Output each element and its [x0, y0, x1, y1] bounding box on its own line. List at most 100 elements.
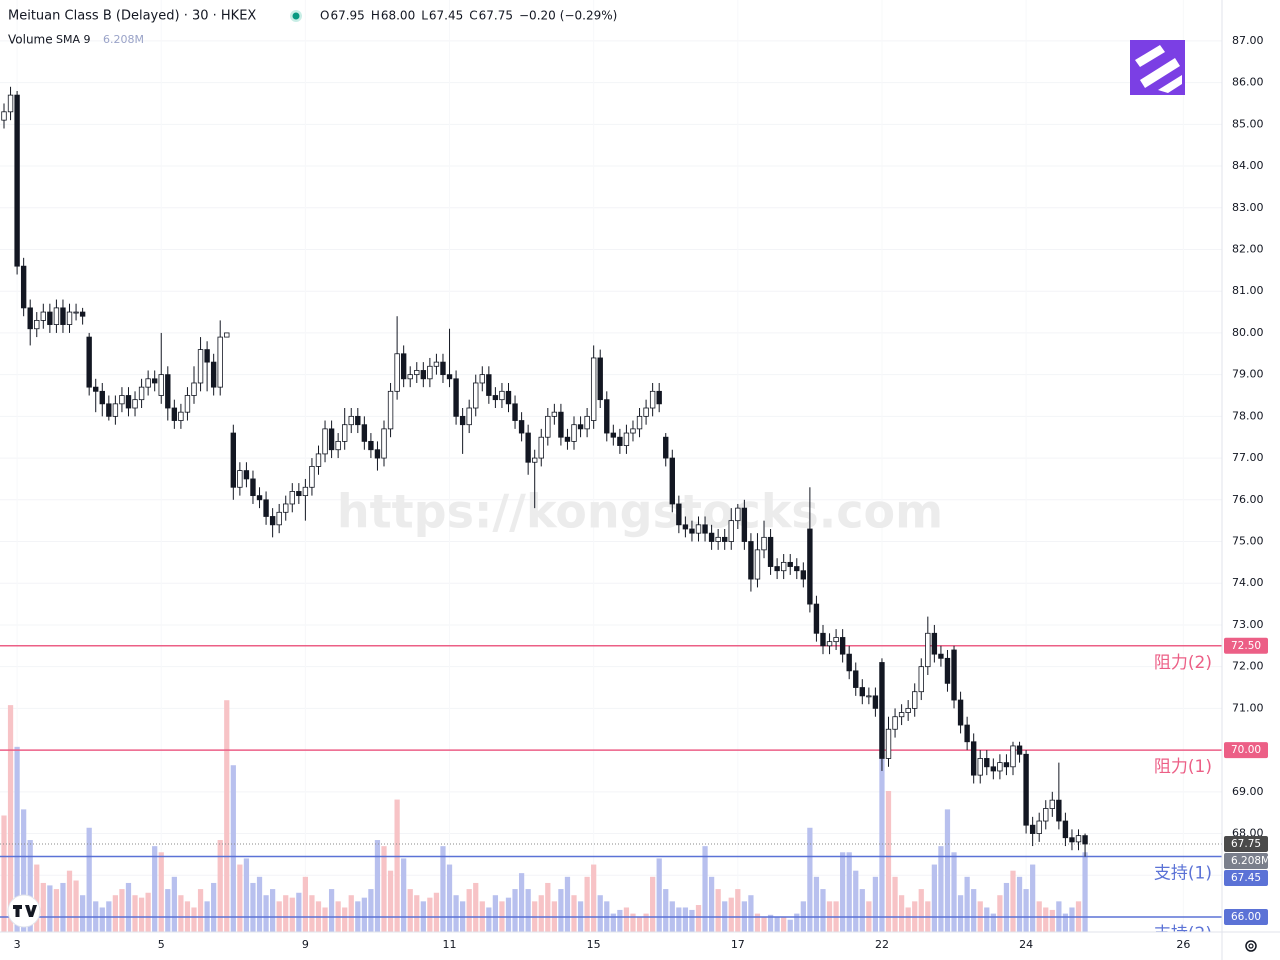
- volume-bar: [7, 705, 14, 932]
- volume-bar: [191, 907, 197, 932]
- volume-bar: [158, 852, 164, 932]
- candle-body: [230, 432, 237, 488]
- candle-body: [1010, 745, 1016, 768]
- candle-body: [695, 524, 702, 534]
- candle-body: [237, 470, 243, 488]
- price-tag: [1224, 852, 1268, 869]
- volume-bar: [27, 840, 33, 932]
- volume-bar: [767, 914, 774, 932]
- y-tick-label: 86.00: [1232, 76, 1264, 89]
- y-tick-label: 73.00: [1232, 618, 1264, 631]
- candle-body: [722, 536, 728, 542]
- candle-body: [145, 378, 151, 388]
- volume-bar: [584, 876, 590, 932]
- volume-bar: [695, 905, 702, 932]
- volume-bar: [1062, 913, 1069, 932]
- volume-bar: [328, 889, 335, 932]
- candle-body: [479, 374, 485, 384]
- time-axis-bg: [0, 932, 1280, 960]
- candle-body: [532, 457, 538, 463]
- volume-bar: [453, 895, 459, 932]
- volume-bar: [636, 917, 643, 932]
- price-tag: [1224, 835, 1268, 852]
- x-tick-label: 24: [1019, 938, 1033, 951]
- volume-bar: [735, 889, 741, 932]
- candle-body: [1016, 745, 1023, 755]
- price-tag-label: 67.75: [1231, 838, 1261, 850]
- volume-bar: [1010, 870, 1016, 932]
- volume-bar: [525, 889, 531, 932]
- price-tag: [1224, 742, 1268, 759]
- candle-body: [623, 432, 630, 446]
- volume-bar: [86, 827, 92, 932]
- volume-bar: [14, 746, 20, 932]
- candle-body: [1069, 837, 1075, 843]
- candle-body: [210, 361, 217, 388]
- volume-bar: [944, 809, 951, 932]
- volume-bar: [283, 895, 289, 932]
- volume-bar: [66, 870, 73, 932]
- candle-body: [617, 436, 623, 446]
- volume-bar: [197, 889, 204, 932]
- volume-sma-value: 6.208M: [103, 33, 144, 46]
- candle-body: [774, 566, 780, 572]
- volume-bar: [957, 895, 964, 932]
- candle-body: [558, 411, 564, 438]
- candle-body: [368, 440, 374, 451]
- volume-study: SMA 9: [56, 33, 91, 46]
- candle-body: [656, 390, 662, 405]
- settings-icon[interactable]: [1245, 940, 1257, 952]
- ohlc-value: 67.45: [429, 9, 463, 23]
- candle-body: [630, 428, 636, 434]
- volume-bar: [486, 907, 492, 932]
- candle-body: [322, 428, 328, 455]
- volume-bar: [1016, 876, 1023, 932]
- change: −0.20: [519, 9, 556, 23]
- volume-label: Volume: [8, 33, 53, 47]
- candle-body: [473, 382, 479, 409]
- volume-bar: [813, 876, 820, 932]
- candle-body: [459, 415, 466, 426]
- candle-body: [224, 332, 230, 338]
- volume-bar: [892, 876, 898, 932]
- volume-bar: [250, 882, 256, 932]
- volume-bar: [853, 870, 859, 932]
- candle-body: [125, 395, 132, 409]
- price-tag-label: 70.00: [1231, 744, 1261, 756]
- candle-body: [505, 390, 512, 405]
- candle-body: [1082, 835, 1088, 845]
- volume-bar: [702, 846, 708, 932]
- candle-body: [20, 265, 27, 309]
- volume-bar: [918, 889, 924, 932]
- candle-body: [525, 432, 531, 463]
- candle-body: [728, 520, 734, 542]
- candle-body: [394, 353, 400, 392]
- volume-bar: [905, 907, 911, 932]
- ohlc-value: 67.75: [479, 9, 513, 23]
- volume-bar: [466, 889, 472, 932]
- volume-bar: [964, 876, 970, 932]
- volume-bar: [676, 907, 682, 932]
- volume-bar: [518, 873, 525, 932]
- volume-bar: [374, 840, 381, 932]
- candle-body: [735, 507, 741, 522]
- price-tag-label: 72.50: [1231, 640, 1261, 652]
- candle-body: [1029, 824, 1036, 834]
- candle-body: [446, 374, 453, 380]
- candle-body: [754, 549, 761, 580]
- candle-body: [99, 390, 105, 405]
- volume-bar: [754, 913, 761, 932]
- logo: [1130, 40, 1185, 95]
- candle-body: [518, 420, 525, 434]
- candle-body: [427, 365, 433, 380]
- volume-bar: [263, 895, 269, 932]
- candle-body: [138, 386, 145, 401]
- volume-bar: [610, 913, 616, 932]
- candle-body: [1003, 762, 1010, 768]
- volume-bar: [538, 895, 544, 932]
- volume-bar: [361, 897, 367, 932]
- candle-body: [610, 432, 617, 438]
- volume-bar: [505, 897, 512, 932]
- price-axis-bg: [1222, 0, 1280, 960]
- candle-body: [400, 353, 407, 380]
